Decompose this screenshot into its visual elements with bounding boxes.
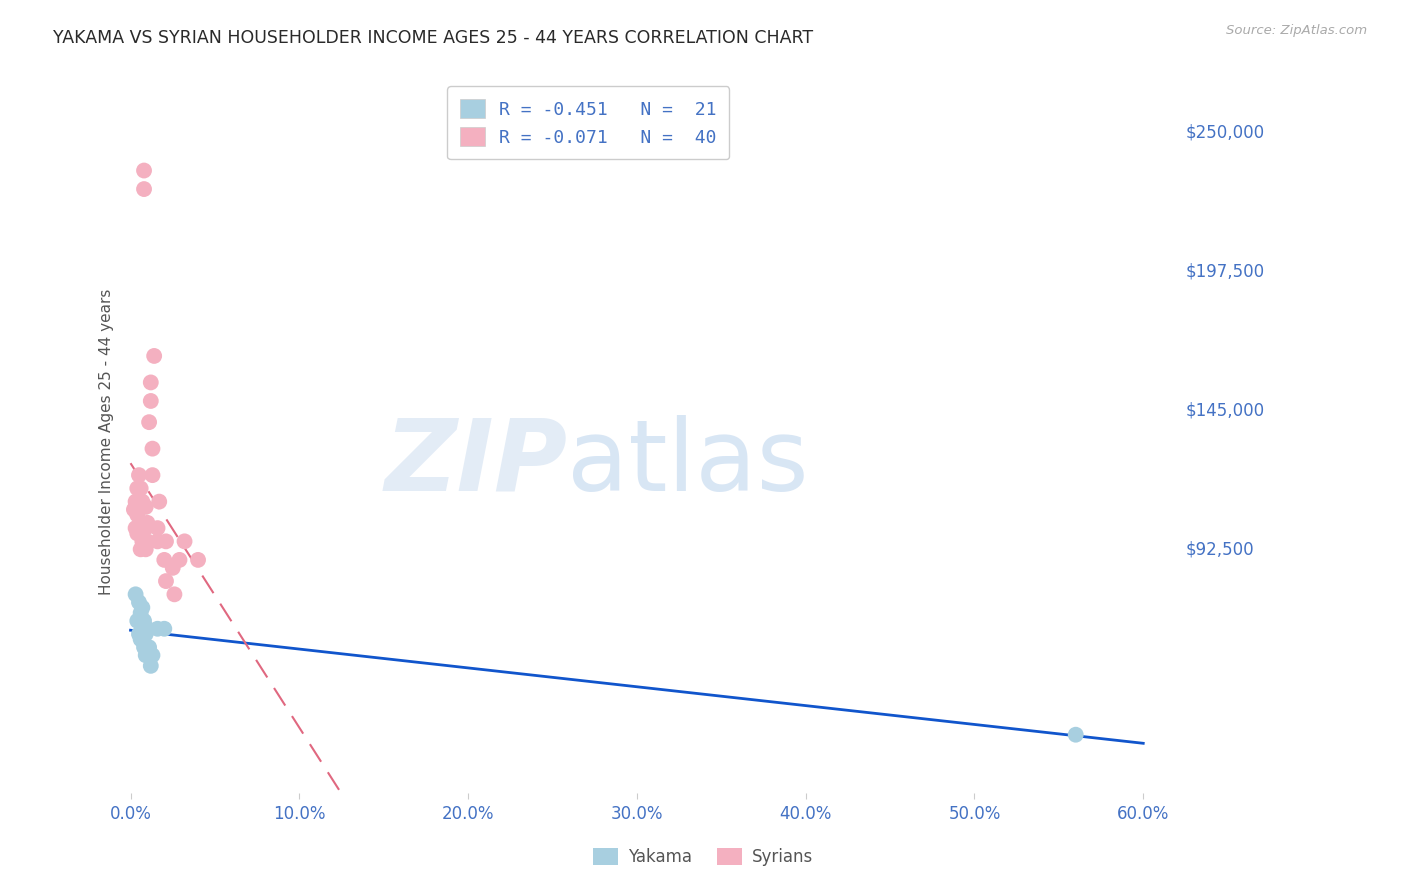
Point: [135, 648, 157, 663]
Point: [129, 521, 152, 535]
Point: [132, 163, 155, 178]
Point: [135, 542, 157, 557]
Point: [127, 526, 149, 541]
Point: [122, 502, 145, 516]
Text: YAKAMA VS SYRIAN HOUSEHOLDER INCOME AGES 25 - 44 YEARS CORRELATION CHART: YAKAMA VS SYRIAN HOUSEHOLDER INCOME AGES…: [53, 29, 814, 46]
Point: [129, 542, 152, 557]
Point: [135, 500, 157, 514]
Point: [146, 521, 169, 535]
Point: [136, 534, 159, 549]
Point: [162, 561, 184, 575]
Point: [129, 632, 152, 647]
Point: [129, 500, 152, 514]
Point: [128, 595, 150, 609]
Point: [131, 632, 153, 647]
Point: [128, 627, 150, 641]
Text: Source: ZipAtlas.com: Source: ZipAtlas.com: [1226, 24, 1367, 37]
Point: [124, 521, 146, 535]
Point: [136, 622, 159, 636]
Point: [141, 648, 163, 663]
Point: [124, 494, 146, 508]
Point: [169, 553, 191, 567]
Y-axis label: Householder Income Ages 25 - 44 years: Householder Income Ages 25 - 44 years: [100, 289, 114, 595]
Point: [128, 500, 150, 514]
Legend: Yakama, Syrians: Yakama, Syrians: [586, 841, 820, 873]
Point: [146, 534, 169, 549]
Point: [153, 622, 176, 636]
Point: [128, 521, 150, 535]
Point: [146, 622, 169, 636]
Text: atlas: atlas: [567, 415, 808, 512]
Point: [139, 394, 162, 409]
Point: [131, 622, 153, 636]
Point: [131, 534, 153, 549]
Point: [143, 349, 166, 363]
Point: [128, 468, 150, 483]
Point: [173, 534, 195, 549]
Point: [139, 376, 162, 390]
Point: [139, 658, 162, 673]
Point: [135, 627, 157, 641]
Point: [136, 640, 159, 655]
Legend: R = -0.451   N =  21, R = -0.071   N =  40: R = -0.451 N = 21, R = -0.071 N = 40: [447, 86, 730, 160]
Point: [141, 442, 163, 456]
Point: [131, 494, 153, 508]
Point: [129, 606, 152, 620]
Point: [136, 516, 159, 530]
Point: [131, 600, 153, 615]
Point: [129, 482, 152, 496]
Point: [131, 521, 153, 535]
Point: [155, 534, 177, 549]
Point: [127, 482, 149, 496]
Point: [132, 614, 155, 628]
Point: [132, 182, 155, 196]
Point: [141, 468, 163, 483]
Point: [187, 553, 209, 567]
Point: [138, 640, 160, 655]
Point: [124, 587, 146, 601]
Text: ZIP: ZIP: [384, 415, 567, 512]
Point: [127, 614, 149, 628]
Point: [135, 521, 157, 535]
Point: [148, 494, 170, 508]
Point: [153, 553, 176, 567]
Point: [138, 415, 160, 429]
Point: [132, 640, 155, 655]
Point: [1064, 728, 1087, 742]
Point: [155, 574, 177, 588]
Point: [163, 587, 186, 601]
Point: [127, 508, 149, 522]
